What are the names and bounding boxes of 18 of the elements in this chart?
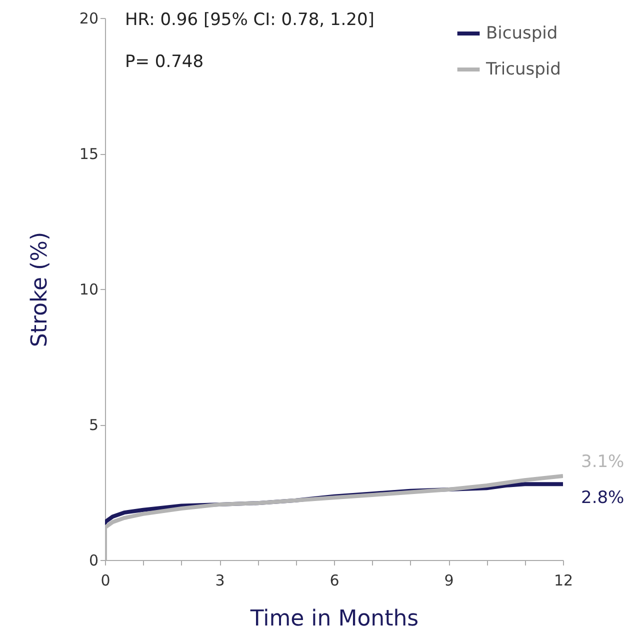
annotation: P= 0.748	[125, 52, 204, 72]
x-tick-label: 6	[330, 572, 340, 590]
legend-label: Bicuspid	[486, 24, 558, 44]
x-tick-label: 0	[100, 572, 110, 590]
annotation: 2.8%	[581, 488, 624, 508]
y-tick-label: 15	[79, 145, 98, 163]
y-tick-label: 20	[79, 10, 98, 28]
y-tick-label: 0	[88, 552, 98, 570]
y-tick-label: 10	[79, 280, 98, 298]
annotation: HR: 0.96 [95% CI: 0.78, 1.20]	[125, 10, 374, 30]
x-tick-label: 3	[215, 572, 225, 590]
y-tick-label: 5	[88, 416, 98, 434]
legend-label: Tricuspid	[485, 60, 561, 80]
x-axis-title: Time in Months	[249, 606, 419, 632]
x-tick-label: 9	[444, 572, 454, 590]
annotation: 3.1%	[581, 452, 624, 472]
x-tick-label: 12	[554, 572, 574, 590]
y-axis-title: Stroke (%)	[27, 232, 52, 348]
